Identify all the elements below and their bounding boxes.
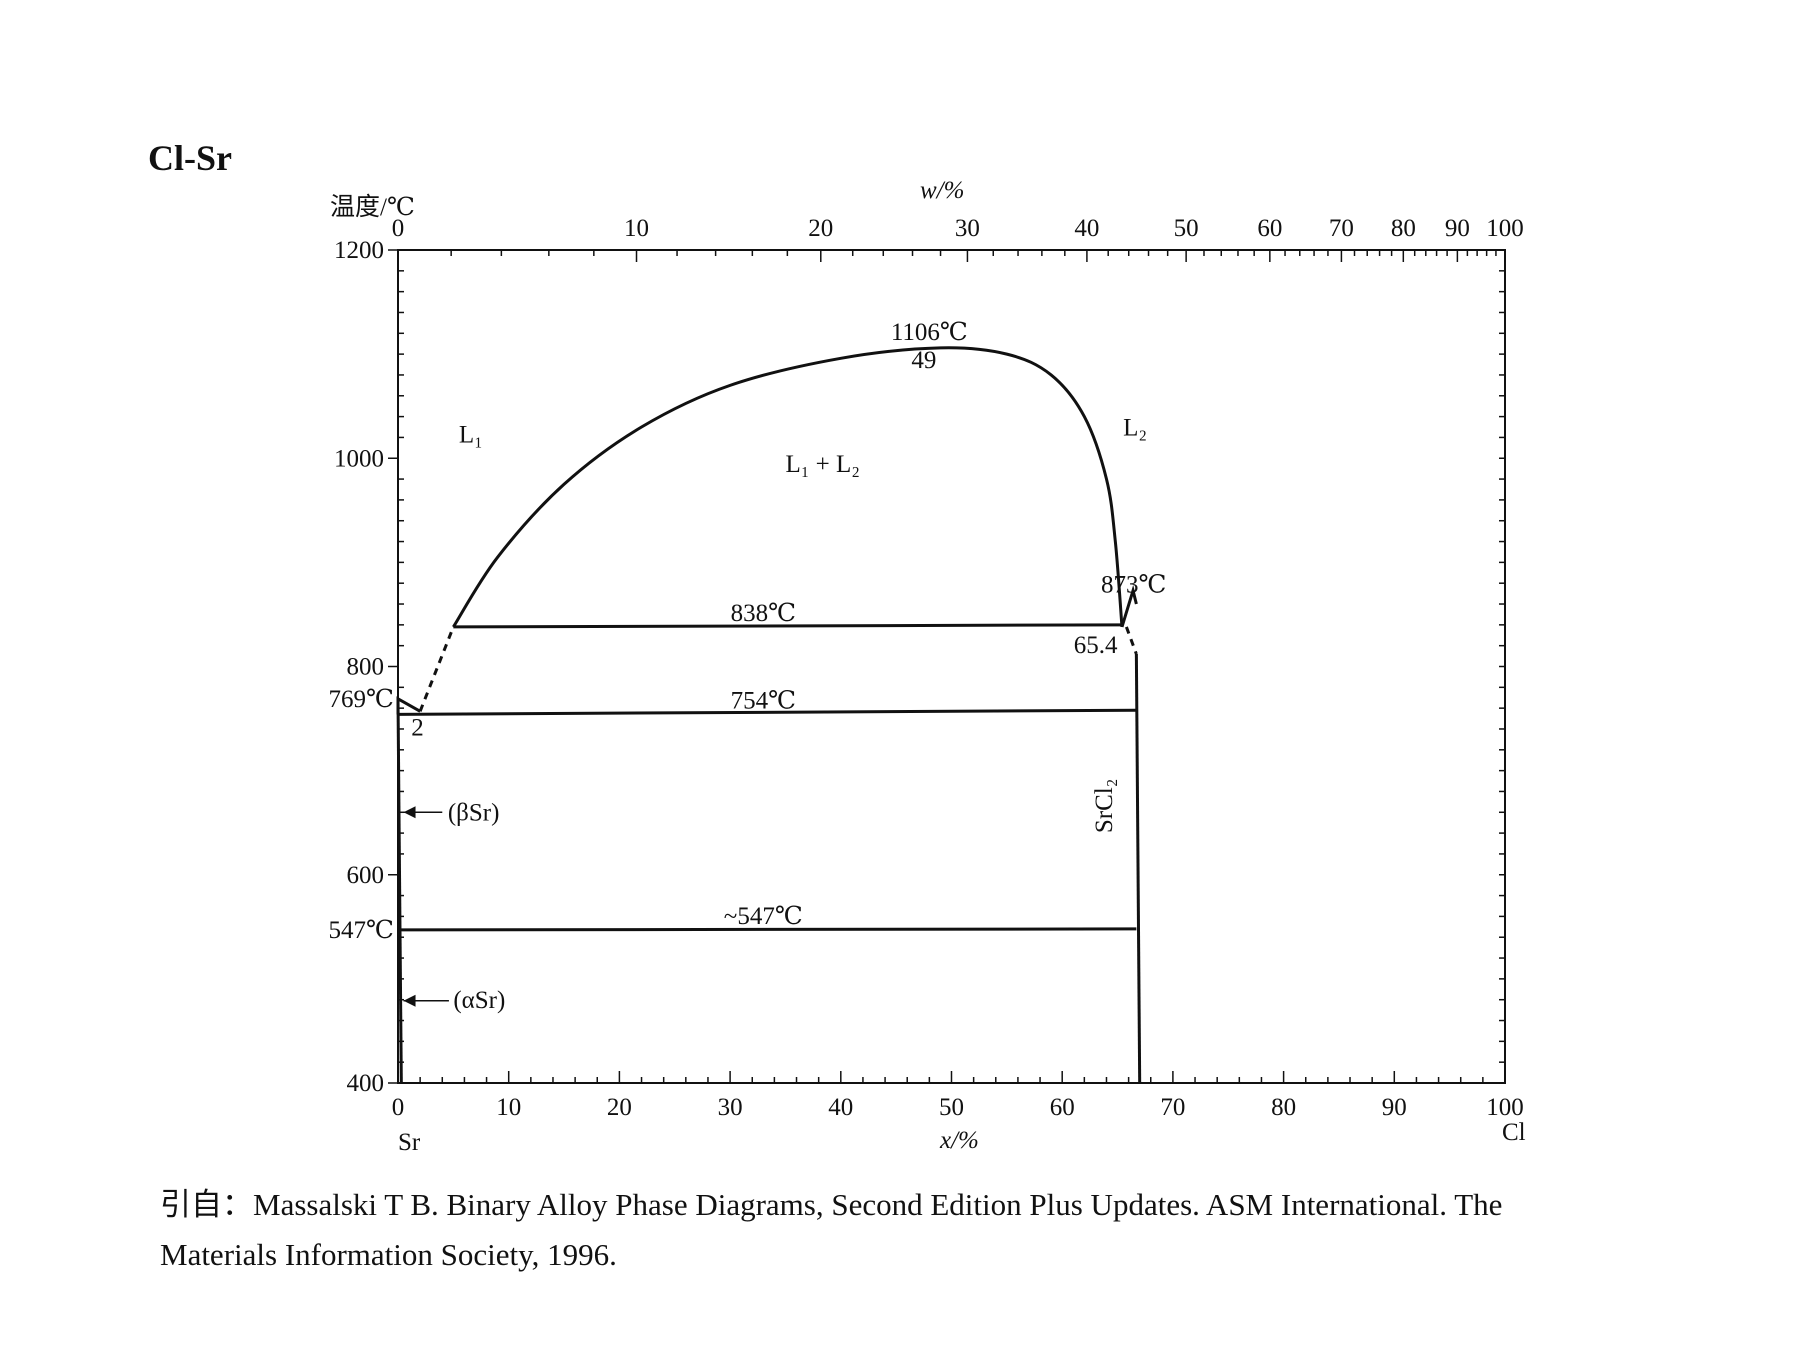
x-tick-label: 30 xyxy=(718,1094,743,1121)
x-tick-label: 60 xyxy=(1050,1094,1075,1121)
top-tick-label: 10 xyxy=(624,215,649,242)
beta-sr-arrowhead xyxy=(403,806,416,819)
y-tick-label: 1000 xyxy=(334,445,384,472)
top-axis-label: w/% xyxy=(920,177,964,204)
y-tick-label: 600 xyxy=(347,862,385,889)
y-side-label-547: 547℃ xyxy=(329,917,394,944)
y-tick-label: 400 xyxy=(347,1070,385,1097)
max-temp-label: 1106℃ xyxy=(891,319,968,346)
y-tick-label: 800 xyxy=(347,654,385,681)
srcl2-melting-peak xyxy=(1120,584,1138,628)
x-axis-label: x/% xyxy=(939,1127,979,1154)
phase-label-srcl2: SrCl₂ xyxy=(1091,779,1118,834)
x-tick-label: 10 xyxy=(496,1094,521,1121)
y-side-label-769: 769℃ xyxy=(329,686,394,713)
y-axis-ticks: 400 600 800 1000 1200 xyxy=(334,237,1505,1097)
max-comp-label: 49 xyxy=(911,347,936,374)
phase-label-alpha-sr: (αSr) xyxy=(453,987,505,1014)
monotectic-comp-label: 65.4 xyxy=(1074,632,1118,659)
top-tick-label: 40 xyxy=(1074,215,1099,242)
top-tick-label: 30 xyxy=(955,215,980,242)
left-element-label: Sr xyxy=(398,1129,421,1156)
top-tick-label: 0 xyxy=(392,215,405,242)
phase-label-beta-sr: (βSr) xyxy=(448,800,500,827)
source-caption: 引自：Massalski T B. Binary Alloy Phase Dia… xyxy=(160,1180,1660,1280)
top-tick-label: 20 xyxy=(808,215,833,242)
monotectic-line-838 xyxy=(453,623,1122,629)
x-tick-label: 40 xyxy=(828,1094,853,1121)
chart-title: Cl-Sr xyxy=(148,138,232,178)
x-tick-label: 50 xyxy=(939,1094,964,1121)
sr-solidus-line xyxy=(396,698,403,1084)
eutectic-label: 754℃ xyxy=(731,687,796,714)
alpha-sr-arrowhead xyxy=(403,994,416,1007)
eutectic-line-754 xyxy=(397,708,1137,716)
x-tick-label: 70 xyxy=(1160,1094,1185,1121)
phase-label-l1-l2: L₁ + L₂ xyxy=(785,451,860,478)
top-axis-ticks: 0 10 20 30 40 50 60 70 80 90 100 xyxy=(392,215,1524,262)
top-tick-label: 70 xyxy=(1329,215,1354,242)
transition-label: ~547℃ xyxy=(724,903,803,930)
y-axis-label: 温度/℃ xyxy=(330,193,415,221)
x-tick-label: 90 xyxy=(1382,1094,1407,1121)
y-tick-label: 1200 xyxy=(334,237,384,264)
caption-line-1: 引自：Massalski T B. Binary Alloy Phase Dia… xyxy=(160,1187,1503,1222)
phase-label-l2: L₂ xyxy=(1123,414,1147,441)
transition-line-547 xyxy=(397,927,1137,932)
srcl2-melting-label: 873℃ xyxy=(1101,571,1166,598)
top-tick-label: 100 xyxy=(1486,215,1524,242)
right-element-label: Cl xyxy=(1502,1119,1526,1146)
top-tick-label: 60 xyxy=(1257,215,1282,242)
miscibility-gap-curve xyxy=(452,346,1124,628)
plot-frame xyxy=(397,249,1506,1084)
top-tick-label: 80 xyxy=(1391,215,1416,242)
x-axis-ticks: 0 10 20 30 40 50 60 70 80 90 100 xyxy=(392,1071,1524,1121)
x-tick-label: 0 xyxy=(392,1094,405,1121)
x-tick-label: 80 xyxy=(1271,1094,1296,1121)
srcl2-compound-line xyxy=(1134,653,1142,1084)
caption-line-2: Materials Information Society, 1996. xyxy=(160,1237,617,1272)
top-tick-label: 90 xyxy=(1445,215,1470,242)
eutectic-comp-label: 2 xyxy=(411,714,424,741)
x-tick-label: 100 xyxy=(1486,1094,1524,1121)
monotectic-label: 838℃ xyxy=(731,600,796,627)
top-tick-label: 50 xyxy=(1174,215,1199,242)
liquidus-dashed-segment xyxy=(418,626,455,712)
x-tick-label: 20 xyxy=(607,1094,632,1121)
sr-melting-peak xyxy=(396,696,421,715)
phase-label-l1: L₁ xyxy=(459,422,483,449)
srcl2-dashed-solvus xyxy=(1125,626,1138,655)
